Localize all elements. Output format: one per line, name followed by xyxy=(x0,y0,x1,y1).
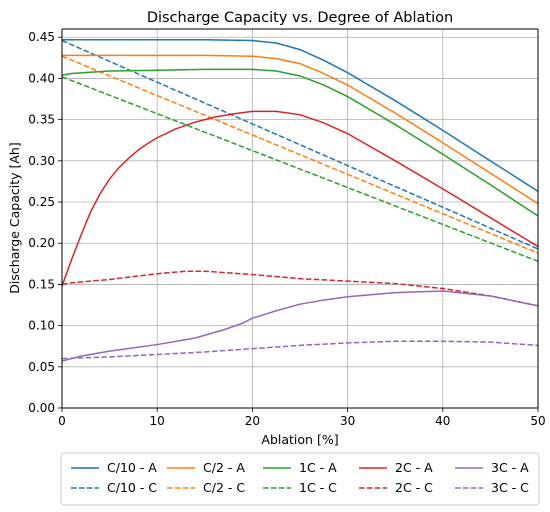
y-tick-label: 0.10 xyxy=(28,319,55,333)
legend-label: 3C - C xyxy=(491,480,529,495)
y-tick-label: 0.20 xyxy=(28,236,55,250)
y-tick-label: 0.25 xyxy=(28,195,55,209)
series-line-c-10-a xyxy=(62,38,539,192)
legend-label: 2C - A xyxy=(395,460,433,475)
y-tick-label: 0.40 xyxy=(28,71,55,85)
legend-label: 2C - C xyxy=(395,480,433,495)
x-axis-label: Ablation [%] xyxy=(261,432,338,447)
x-tick-label: 0 xyxy=(58,414,66,428)
y-tick-label: 0.00 xyxy=(28,401,55,415)
legend-box xyxy=(60,452,540,506)
legend-label: C/10 - A xyxy=(107,460,157,475)
grid-lines xyxy=(61,29,539,409)
y-axis-label: Discharge Capacity [Ah] xyxy=(7,142,22,293)
legend-label: C/2 - A xyxy=(203,460,245,475)
series-line-2c-c xyxy=(61,270,539,307)
x-tick-label: 30 xyxy=(340,414,355,428)
y-tick-label: 0.05 xyxy=(28,360,55,374)
chart-title: Discharge Capacity vs. Degree of Ablatio… xyxy=(147,10,453,26)
series-line-1c-a xyxy=(61,68,539,217)
data-series xyxy=(61,38,539,362)
x-tick-label: 20 xyxy=(245,414,260,428)
series-line-3c-a xyxy=(61,290,539,362)
x-tick-label: 10 xyxy=(150,414,165,428)
y-tick-label: 0.30 xyxy=(28,154,55,168)
legend-label: 3C - A xyxy=(491,460,529,475)
x-tick-label: 50 xyxy=(530,414,545,428)
legend-label: 1C - A xyxy=(299,460,337,475)
legend: C/10 - A C/10 - C C/2 - A C/2 - C 1C - A 1C -… xyxy=(60,452,540,506)
legend-label: C/2 - C xyxy=(203,480,245,495)
legend-label: 1C - C xyxy=(299,480,337,495)
y-tick-label: 0.15 xyxy=(28,277,55,291)
y-tick-label: 0.35 xyxy=(28,113,55,127)
plot-area-frame xyxy=(61,28,539,409)
legend-label: C/10 - C xyxy=(107,480,157,495)
series-line-c-2-a xyxy=(62,54,539,205)
y-tick-label: 0.45 xyxy=(28,30,55,44)
series-line-c-2-c xyxy=(61,55,539,254)
series-line-2c-a xyxy=(61,110,539,287)
x-tick-label: 40 xyxy=(435,414,450,428)
axis-ticks: 0 10 20 30 40 50 0.00 0.05 0.10 0.15 0.20 0.25 0.30 0… xyxy=(28,30,545,428)
series-line-3c-c xyxy=(61,340,539,360)
series-line-1c-c xyxy=(61,76,539,263)
